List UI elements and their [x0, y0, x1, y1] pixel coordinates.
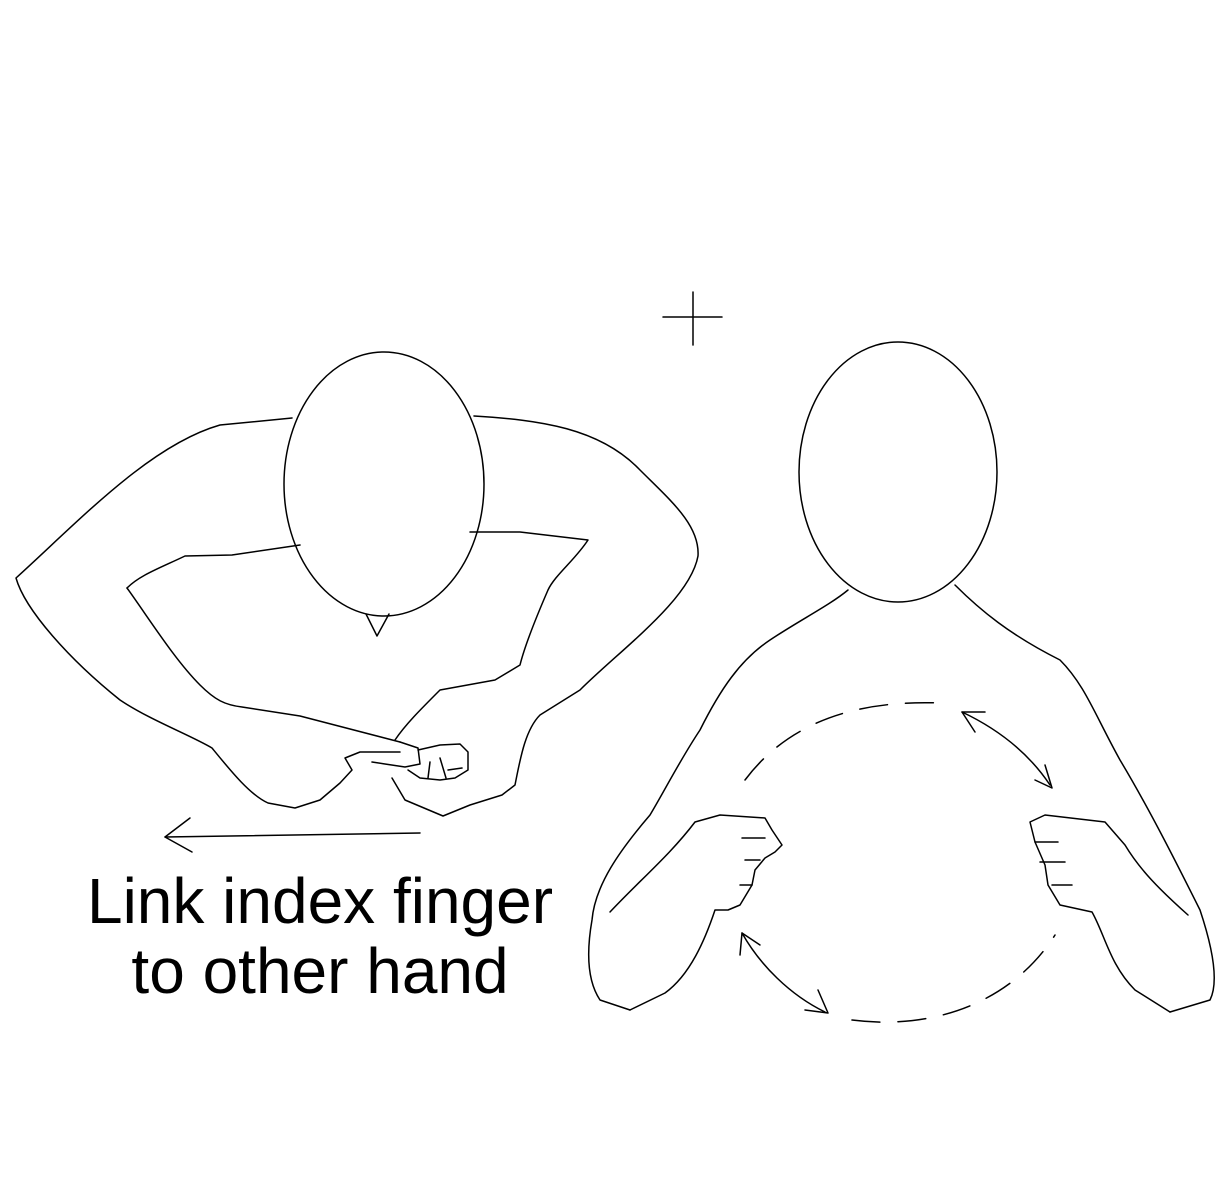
right-figure-right-fist-detail	[1034, 841, 1073, 886]
right-head	[798, 341, 998, 603]
left-forearm-lower	[126, 587, 401, 743]
lower-arrow-head-1	[739, 932, 761, 956]
lower-double-arrow	[741, 932, 826, 1013]
left-head	[283, 351, 485, 617]
lower-arrow-head-2	[804, 989, 829, 1014]
circular-movement-icon	[739, 701, 1056, 1023]
left-nose	[365, 613, 390, 637]
arrow-left-icon	[164, 817, 421, 853]
left-forearm-inner	[126, 544, 301, 589]
right-hand-finger-detail	[427, 757, 463, 779]
right-signer-figure	[588, 341, 1215, 1013]
left-arm-outer	[15, 417, 401, 809]
right-neck-right	[954, 584, 1215, 1013]
right-neck-left	[588, 589, 849, 1011]
left-hand-index	[371, 741, 421, 768]
dashed-circle-top	[744, 701, 941, 781]
upper-arrow-head-1	[961, 711, 986, 733]
right-figure-left-fist-detail	[739, 837, 766, 886]
crosshair-icon	[662, 291, 723, 346]
caption-line-2: to other hand	[131, 935, 509, 1007]
upper-arrow-head-2	[1034, 764, 1053, 789]
right-arm-outer	[391, 415, 699, 817]
right-figure-left-arm	[609, 814, 783, 1011]
dashed-circle-bottom	[851, 934, 1056, 1023]
left-signer-figure	[15, 351, 699, 817]
instruction-caption: Link index finger to other hand	[40, 866, 600, 1006]
upper-double-arrow	[961, 711, 1051, 786]
caption-line-1: Link index finger	[86, 865, 554, 937]
right-hand-fist	[407, 743, 469, 781]
right-forearm-inner	[394, 531, 589, 741]
right-figure-right-arm	[1029, 814, 1189, 1013]
